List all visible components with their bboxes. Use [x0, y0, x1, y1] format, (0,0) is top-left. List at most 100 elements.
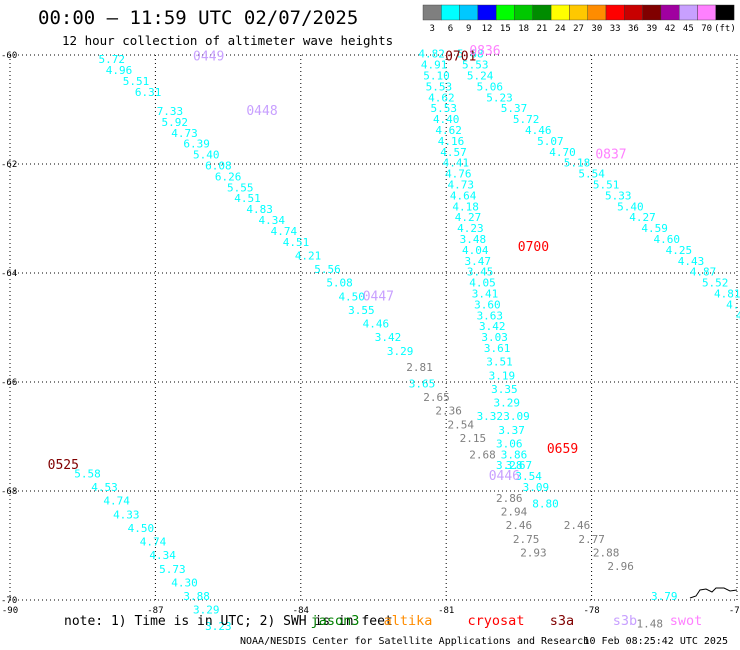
- wave-height-value: 3.60: [474, 298, 501, 311]
- wave-height-value: 3.09: [523, 481, 550, 494]
- wave-height-value: 5.54: [578, 168, 605, 181]
- coastline: [689, 587, 738, 599]
- legend-label-11: 36: [628, 24, 639, 34]
- legend-label-3: 12: [482, 24, 493, 34]
- wave-height-value: 4.05: [469, 277, 496, 290]
- wave-height-value: 6.08: [205, 159, 232, 172]
- wave-height-value: 5.08: [326, 277, 353, 290]
- wave-height-value: 5.52: [702, 277, 729, 290]
- wave-height-value: 2.94: [501, 506, 528, 519]
- legend-swatch-4: [496, 4, 515, 21]
- wave-height-value: 4.62: [435, 124, 462, 137]
- y-tick-label: -62: [1, 160, 17, 170]
- wave-height-value: 5.53: [431, 102, 458, 115]
- wave-height-value: 5.55: [227, 181, 254, 194]
- legend-label-6: 21: [537, 24, 548, 34]
- wave-height-value: 3.35: [491, 383, 518, 396]
- wave-height-value: 3.51: [486, 356, 513, 369]
- pass-time-label: 0836: [469, 44, 500, 59]
- wave-height-value: 3.23: [205, 620, 232, 633]
- wave-height-value: 4.74: [103, 495, 130, 508]
- wave-height-value: 4.04: [462, 244, 489, 257]
- legend-swatch-0: [422, 4, 442, 21]
- wave-height-value: 3.42: [479, 320, 506, 333]
- wave-height-value: 5.72: [513, 113, 540, 126]
- wave-height-value: 4.70: [549, 146, 576, 159]
- wave-height-value: 5.73: [159, 563, 186, 576]
- pass-time-label: 0659: [547, 442, 578, 457]
- wave-height-value: 4.74: [140, 536, 167, 549]
- wave-height-value: 4.30: [171, 576, 198, 589]
- wave-height-value: 3.86: [501, 448, 528, 461]
- x-tick-label: -75: [729, 606, 740, 616]
- wave-height-value: 3.63: [477, 309, 504, 322]
- legend-swatch-5: [514, 4, 533, 21]
- wave-height-value: 5.18: [564, 157, 591, 170]
- wave-height-value: 6.39: [183, 138, 210, 151]
- pass-time-label: 0446: [489, 469, 520, 484]
- legend-swatch-3: [477, 4, 497, 21]
- wave-height-value: 4.57: [440, 146, 467, 159]
- wave-height-value: 4.73: [171, 127, 198, 140]
- wave-height-value: 2.46: [564, 519, 591, 532]
- wave-height-value: 4.53: [91, 481, 118, 494]
- wave-height-value: 5.37: [501, 102, 528, 115]
- wave-height-value: 4.83: [246, 203, 273, 216]
- satellite-legend-swot: swot: [670, 613, 703, 629]
- legend-label-13: 42: [665, 24, 676, 34]
- wave-height-value: 1.48: [637, 617, 664, 630]
- wave-height-value: 4.18: [452, 200, 479, 213]
- wave-height-value: 3.32: [477, 410, 504, 423]
- wave-height-value: 2.86: [496, 492, 523, 505]
- wave-height-value: 4.96: [106, 64, 133, 77]
- wave-height-value: 3.61: [484, 342, 511, 355]
- legend-label-8: 27: [573, 24, 584, 34]
- wave-height-value: 4.73: [447, 179, 474, 192]
- wave-height-value: 5.58: [74, 467, 101, 480]
- wave-height-value: 4.13: [726, 298, 740, 311]
- wave-height-value: 4.27: [455, 211, 482, 224]
- y-tick-label: -68: [1, 487, 17, 497]
- wave-height-value: 5.33: [605, 189, 632, 202]
- wave-height-value: 3.55: [348, 304, 375, 317]
- legend-swatch-7: [550, 4, 570, 21]
- wave-height-value: 4.40: [433, 113, 460, 126]
- pass-time-label: 0701: [445, 49, 476, 64]
- legend-label-16: (ft): [714, 24, 736, 34]
- legend-label-1: 6: [448, 24, 453, 34]
- wave-height-value: 5.53: [462, 59, 489, 72]
- legend-label-5: 18: [518, 24, 529, 34]
- satellite-legend-s3a: s3a: [550, 613, 574, 629]
- wave-height-value: 2.96: [607, 560, 634, 573]
- legend-label-0: 3: [429, 24, 434, 34]
- wave-height-value: 2.54: [447, 418, 474, 431]
- y-tick-label: -64: [1, 269, 17, 279]
- wave-height-value: 2.88: [593, 546, 620, 559]
- legend-swatch-15: [697, 4, 716, 21]
- wave-height-value: 4.27: [629, 211, 656, 224]
- x-tick-label: -78: [583, 606, 599, 616]
- wave-height-value: 5.56: [314, 263, 341, 276]
- pass-time-label: 0700: [518, 240, 549, 255]
- wave-height-value: 2.36: [435, 405, 462, 418]
- wave-height-value: 4.34: [149, 549, 176, 562]
- wave-height-value: 4.74: [271, 225, 298, 238]
- wave-height-value: 5.72: [99, 53, 126, 66]
- legend-label-4: 15: [500, 24, 511, 34]
- wave-height-value: 2.65: [423, 391, 450, 404]
- wave-height-value: 4.41: [443, 157, 470, 170]
- wave-height-value: 4.34: [258, 214, 285, 227]
- wave-height-value: 4.60: [653, 233, 680, 246]
- wave-height-value: 2.15: [460, 432, 487, 445]
- wave-height-value: 4.50: [338, 290, 365, 303]
- legend-label-10: 33: [610, 24, 621, 34]
- wave-height-value: 7.33: [157, 105, 184, 118]
- x-tick-label: -84: [293, 606, 309, 616]
- wave-height-value: 3.29: [193, 604, 220, 617]
- footer-note: note: 1) Time is in UTC; 2) SWH is in fe…: [64, 614, 393, 629]
- wave-height-value: 4.87: [690, 266, 717, 279]
- wave-height-value: 5.07: [537, 135, 564, 148]
- legend-label-12: 39: [646, 24, 657, 34]
- wave-height-value: 3.37: [498, 424, 525, 437]
